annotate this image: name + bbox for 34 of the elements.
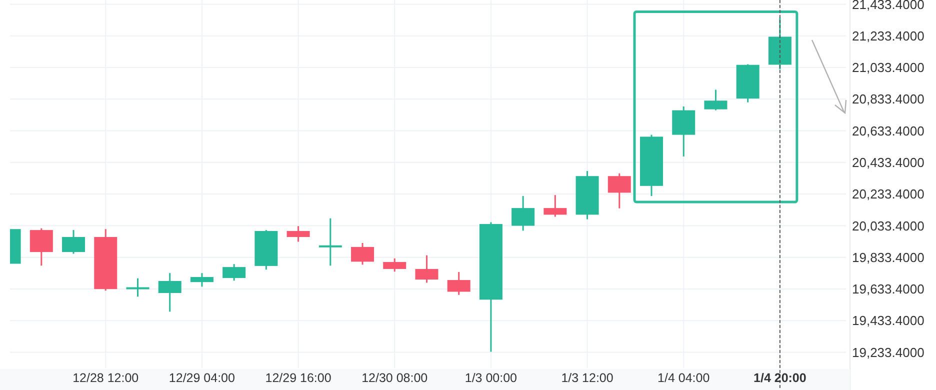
candlestick [447,271,470,296]
y-tick-label: 19,433.4000 [852,313,924,328]
candlestick [222,263,246,282]
candlestick [608,172,631,210]
y-tick-label: 19,833.4000 [852,250,924,265]
x-tick-label: 1/3 12:00 [561,371,614,385]
candlestick [190,272,214,288]
y-tick-label: 21,233.4000 [852,28,924,44]
y-tick-label: 20,033.4000 [852,218,924,234]
y-tick-label: 20,833.4000 [852,92,924,107]
candlestick [383,258,406,272]
candlestick [351,242,374,266]
x-tick-label: 12/29 04:00 [168,371,236,385]
y-tick-label: 20,633.4000 [852,123,924,138]
y-tick-label: 21,433.4000 [852,0,924,12]
x-tick-label: 1/4 04:00 [658,371,710,385]
x-tick-label: 12/29 16:00 [265,371,332,385]
y-tick-label: 19,633.4000 [852,282,924,297]
x-tick-label: 12/28 12:00 [72,371,139,385]
candlestick [512,195,535,232]
x-tick-label: 12/30 08:00 [362,371,428,385]
y-tick-label: 20,233.4000 [852,186,924,202]
candlestick [30,228,53,266]
candlestick [158,272,182,312]
candlestick [544,194,567,218]
candlestick [62,229,86,255]
y-tick-label: 20,433.4000 [852,154,924,170]
candlestick [415,254,438,284]
x-tick-label: 1/4 20:00 [754,371,806,385]
x-tick-label: 1/3 00:00 [464,371,518,385]
candlestick [286,225,310,242]
candlestick [704,88,728,112]
y-tick-label: 21,033.4000 [852,60,924,76]
y-tick-label: 19,233.4000 [852,344,924,360]
